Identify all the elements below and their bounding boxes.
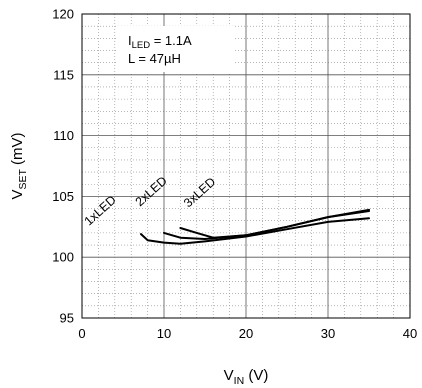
y-tick-label: 105 [52,189,74,204]
series-line-3 [179,208,370,239]
series-line-1 [140,217,370,245]
x-tick-label: 40 [403,326,417,341]
annotation-inductance: L = 47µH [128,51,181,66]
annotation-background [118,26,234,72]
y-tick-label: 110 [53,128,74,143]
x-tick-label: 20 [239,326,253,341]
y-axis-label: VSET (mV) [9,132,29,199]
annotation-current: ILED = 1.1A [128,33,192,51]
x-axis-label: VIN (V) [224,367,269,387]
y-tick-label: 115 [53,67,74,82]
x-tick-label: 10 [157,326,171,341]
x-tick-labels: 0 10 20 30 40 [78,326,417,341]
y-tick-label: 100 [52,250,74,265]
x-tick-label: 30 [321,326,335,341]
y-tick-labels: 95 100 105 110 115 120 [52,7,74,326]
y-tick-label: 95 [60,311,74,326]
x-tick-label: 0 [78,326,85,341]
annotation-box: ILED = 1.1A L = 47µH [118,26,234,72]
plot-frame [81,13,411,319]
series-lines [140,208,370,245]
y-tick-label: 120 [52,7,74,22]
